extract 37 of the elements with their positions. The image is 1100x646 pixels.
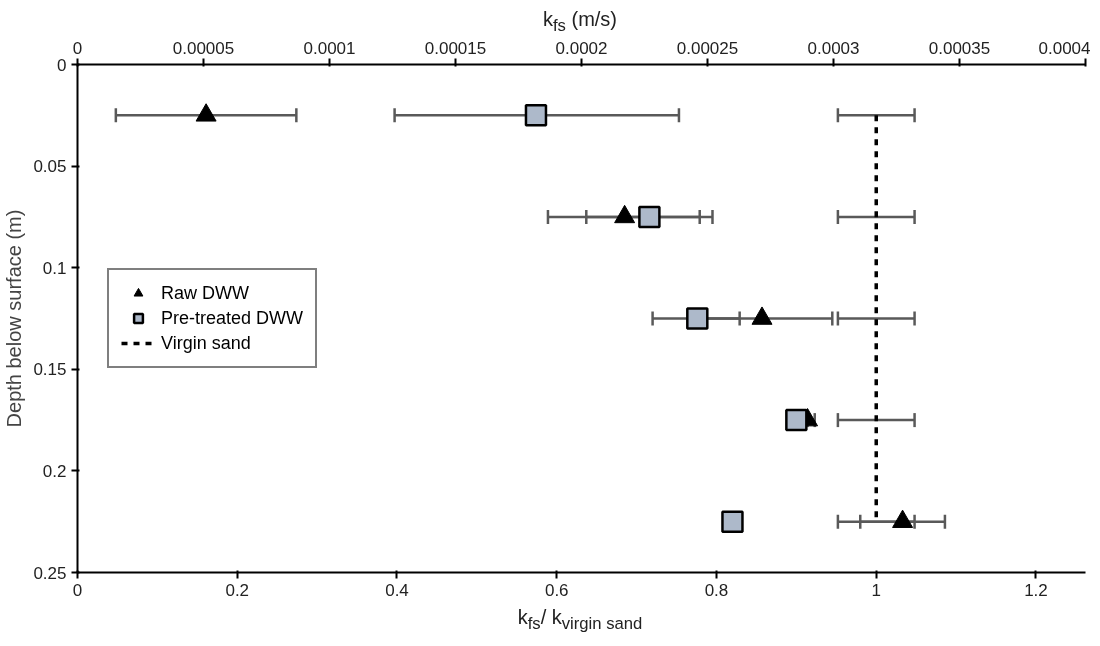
point <box>892 509 914 528</box>
x-tick-label: 0 <box>72 580 83 600</box>
point <box>195 103 217 122</box>
point <box>614 204 636 224</box>
x-tick-label: 0.4 <box>385 580 409 600</box>
x-tick-label: 0.6 <box>544 580 569 600</box>
point <box>638 205 661 229</box>
x2-tick-label: 0.00005 <box>172 38 235 58</box>
y-tick-label: 0.15 <box>33 360 67 380</box>
x2-tick-label: 0.00035 <box>928 38 991 58</box>
point <box>524 104 548 127</box>
legend-label: Virgin sand <box>161 332 251 354</box>
x-tick-label: 0.2 <box>225 580 250 600</box>
y-tick-label: 0.25 <box>33 563 67 583</box>
legend-label: Raw DWW <box>161 282 249 304</box>
x2-tick-label: 0.0001 <box>303 38 356 58</box>
y-tick-label: 0 <box>57 55 67 75</box>
x-tick-label: 0.8 <box>704 580 729 600</box>
point <box>785 408 808 432</box>
x-tick-label: 1 <box>871 580 881 600</box>
x2-tick-label: 0.00015 <box>424 38 487 58</box>
point <box>721 510 744 533</box>
y-tick-label: 0.1 <box>42 258 67 278</box>
y-axis-title: Depth below surface (m) <box>3 209 26 428</box>
x2-tick-label: 0 <box>72 38 83 58</box>
x-tick-label: 1.2 <box>1024 580 1048 600</box>
x-axis-title: k$_{fs}$/ k$_{virgin sand}$ <box>516 605 644 635</box>
y-tick-label: 0.05 <box>33 157 67 177</box>
x2-tick-label: 0.0002 <box>555 38 608 58</box>
point <box>751 306 773 325</box>
y-tick-label: 0.2 <box>42 461 67 481</box>
x2-tick-label: 0.0003 <box>807 38 860 58</box>
legend-label: Pre-treated DWW <box>161 307 304 329</box>
x2-tick-label: 0.0004 <box>1038 38 1091 58</box>
point <box>686 307 709 330</box>
x2-axis-title: k$_{fs}$ (m/s) <box>541 7 619 37</box>
x2-tick-label: 0.00025 <box>676 38 739 58</box>
